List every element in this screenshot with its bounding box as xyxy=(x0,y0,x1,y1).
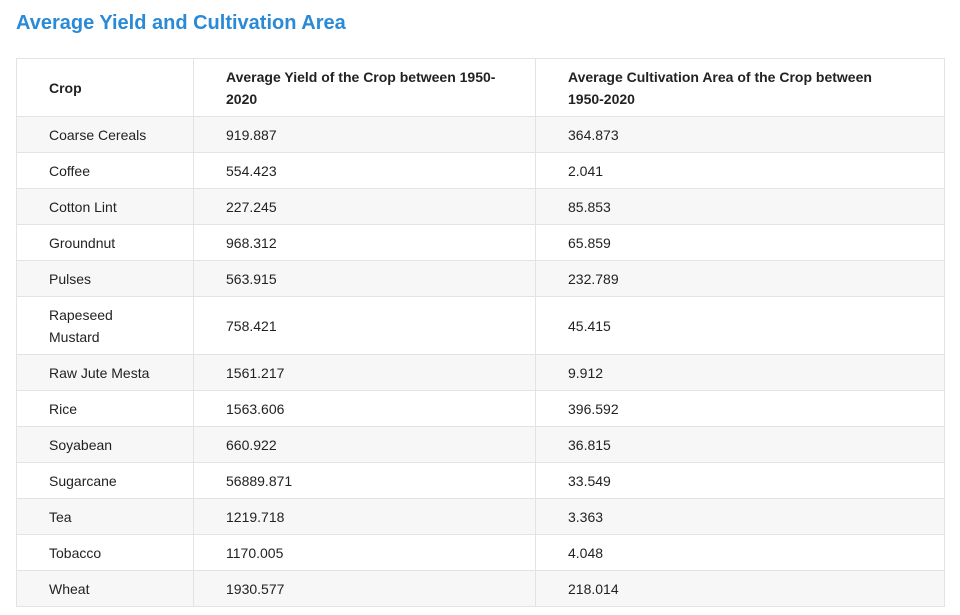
table-row: Tea 1219.718 3.363 xyxy=(16,498,945,535)
average-yield-cell: 1170.005 xyxy=(193,534,536,571)
average-cultivation-area-cell: 9.912 xyxy=(535,354,945,391)
average-cultivation-area-cell: 85.853 xyxy=(535,188,945,225)
table-row: Rice 1563.606 396.592 xyxy=(16,390,945,427)
average-cultivation-area-cell: 65.859 xyxy=(535,224,945,261)
column-header-average-cultivation-area: Average Cultivation Area of the Crop bet… xyxy=(535,58,945,117)
crop-data-table: Crop Average Yield of the Crop between 1… xyxy=(16,58,945,607)
page-title: Average Yield and Cultivation Area xyxy=(16,12,346,34)
crop-cell: Soyabean xyxy=(16,426,194,463)
column-header-crop: Crop xyxy=(16,58,194,117)
crop-cell: Wheat xyxy=(16,570,194,607)
average-yield-cell: 227.245 xyxy=(193,188,536,225)
average-cultivation-area-cell: 33.549 xyxy=(535,462,945,499)
table-row: Coffee 554.423 2.041 xyxy=(16,152,945,189)
average-yield-cell: 56889.871 xyxy=(193,462,536,499)
table-row: Rapeseed Mustard 758.421 45.415 xyxy=(16,296,945,355)
crop-cell: Groundnut xyxy=(16,224,194,261)
average-cultivation-area-cell: 2.041 xyxy=(535,152,945,189)
average-yield-cell: 968.312 xyxy=(193,224,536,261)
average-cultivation-area-cell: 45.415 xyxy=(535,296,945,355)
table-header: Crop Average Yield of the Crop between 1… xyxy=(16,58,945,117)
average-yield-cell: 758.421 xyxy=(193,296,536,355)
average-cultivation-area-cell: 3.363 xyxy=(535,498,945,535)
average-cultivation-area-cell: 396.592 xyxy=(535,390,945,427)
average-cultivation-area-cell: 364.873 xyxy=(535,116,945,153)
crop-cell: Coffee xyxy=(16,152,194,189)
crop-cell: Pulses xyxy=(16,260,194,297)
table-row: Groundnut 968.312 65.859 xyxy=(16,224,945,261)
table-row: Tobacco 1170.005 4.048 xyxy=(16,534,945,571)
data-table-container: Crop Average Yield of the Crop between 1… xyxy=(16,58,945,607)
average-yield-cell: 1563.606 xyxy=(193,390,536,427)
table-row: Sugarcane 56889.871 33.549 xyxy=(16,462,945,499)
table-row: Cotton Lint 227.245 85.853 xyxy=(16,188,945,225)
average-cultivation-area-cell: 232.789 xyxy=(535,260,945,297)
average-cultivation-area-cell: 218.014 xyxy=(535,570,945,607)
average-yield-cell: 1561.217 xyxy=(193,354,536,391)
crop-cell: Rapeseed Mustard xyxy=(16,296,194,355)
average-yield-cell: 563.915 xyxy=(193,260,536,297)
crop-cell: Tobacco xyxy=(16,534,194,571)
average-yield-cell: 1930.577 xyxy=(193,570,536,607)
average-yield-cell: 660.922 xyxy=(193,426,536,463)
average-cultivation-area-cell: 4.048 xyxy=(535,534,945,571)
table-row: Wheat 1930.577 218.014 xyxy=(16,570,945,607)
crop-cell: Rice xyxy=(16,390,194,427)
crop-cell: Sugarcane xyxy=(16,462,194,499)
table-row: Raw Jute Mesta 1561.217 9.912 xyxy=(16,354,945,391)
table-row: Pulses 563.915 232.789 xyxy=(16,260,945,297)
average-yield-cell: 554.423 xyxy=(193,152,536,189)
average-yield-cell: 919.887 xyxy=(193,116,536,153)
crop-cell: Tea xyxy=(16,498,194,535)
average-cultivation-area-cell: 36.815 xyxy=(535,426,945,463)
crop-cell: Raw Jute Mesta xyxy=(16,354,194,391)
table-row: Soyabean 660.922 36.815 xyxy=(16,426,945,463)
table-body: Coarse Cereals 919.887 364.873 Coffee 554.42… xyxy=(16,116,945,607)
table-row: Coarse Cereals 919.887 364.873 xyxy=(16,116,945,153)
crop-cell: Cotton Lint xyxy=(16,188,194,225)
crop-cell: Coarse Cereals xyxy=(16,116,194,153)
column-header-average-yield: Average Yield of the Crop between 1950-2… xyxy=(193,58,536,117)
header-row: Crop Average Yield of the Crop between 1… xyxy=(16,58,945,117)
average-yield-cell: 1219.718 xyxy=(193,498,536,535)
